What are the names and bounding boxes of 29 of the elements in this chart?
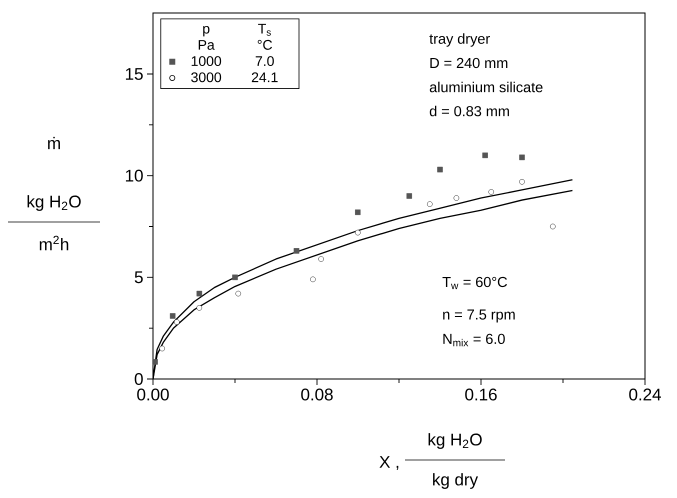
annotation: T$_{w}$ = 60°C [442,276,508,290]
annotation: 24.1 [252,72,278,82]
x-axis-title: X , [379,456,398,470]
text: m$^{2}$h [40,236,68,250]
x-tick-label: 0.24 [629,388,661,401]
y-axis-title: ṁ [48,136,60,150]
annotation: n = 7.5 rpm [443,310,515,322]
annotation: p [203,26,210,36]
legend-label: 3000 [191,72,222,82]
annotation: Pa [198,40,215,50]
text: kg H$_{2}$O [28,195,81,211]
x-tick-label: 0.08 [301,388,333,401]
y-tick-label: 10 [126,170,143,182]
y-tick-label: 5 [134,271,143,284]
y-tick-label: 0 [134,373,143,385]
text: kg H$_{2}$O [428,433,482,449]
legend-label: 1000 [192,56,222,66]
x-tick-label: 0.16 [465,388,497,401]
annotation: aluminium silicate [430,82,543,92]
annotation: tray dryer [429,33,490,47]
annotation: °C [258,40,272,50]
text: kg dry [433,473,478,489]
x-tick-label: 0.00 [137,388,169,401]
annotation: d = 0.83 mm [430,106,509,116]
annotation: N$_{mix}$ = 6.0 [443,334,505,346]
annotation: 7.0 [256,56,274,66]
annotation: T$_{s}$ [258,24,271,36]
y-tick-label: 15 [126,68,143,80]
annotation: D = 240 mm [430,58,508,68]
